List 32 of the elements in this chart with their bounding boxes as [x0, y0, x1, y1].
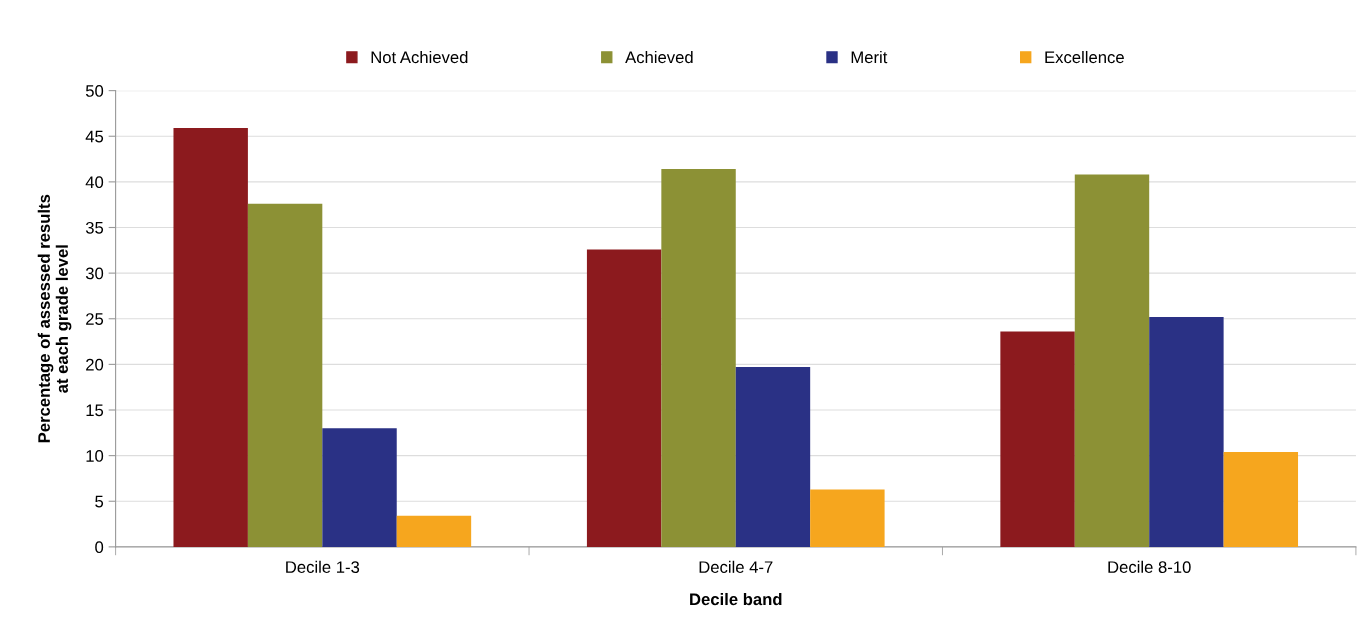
y-tick-label: 50: [85, 85, 104, 97]
x-tick-label: Decile 8-10: [1108, 560, 1191, 574]
legend-label: Merit: [851, 50, 888, 64]
bar: [810, 489, 885, 547]
y-tick-label: 15: [86, 404, 104, 417]
bar: [586, 249, 662, 547]
bar: [173, 128, 248, 547]
bar: [735, 367, 811, 547]
bar: [322, 428, 397, 547]
bar: [1074, 174, 1150, 547]
x-axis-title: Decile band: [690, 592, 782, 606]
y-tick-label: 0: [95, 541, 104, 554]
y-tick-label: 40: [85, 176, 104, 189]
bar: [1149, 316, 1224, 547]
y-tick-label: 45: [85, 130, 104, 143]
y-tick-label: 5: [95, 495, 104, 508]
x-tick-label: Decile 4-7: [699, 560, 773, 574]
y-tick-label: 25: [86, 313, 104, 325]
y-tick-label: 20: [86, 358, 104, 371]
bar: [661, 169, 736, 547]
legend-label: Excellence: [1045, 50, 1124, 64]
bar: [247, 203, 323, 547]
y-tick-label: 10: [86, 450, 104, 462]
bar: [396, 515, 472, 547]
y-tick-label: 30: [85, 267, 104, 280]
x-tick-label: Decile 1-3: [286, 560, 360, 574]
legend-label: Not Achieved: [371, 50, 468, 64]
bar: [1223, 451, 1299, 547]
y-tick-label: 35: [85, 221, 104, 234]
y-axis-title: Percentage of assessed results at each grade level: [37, 194, 72, 443]
bar: [1000, 331, 1075, 547]
legend-label: Achieved: [625, 50, 693, 64]
